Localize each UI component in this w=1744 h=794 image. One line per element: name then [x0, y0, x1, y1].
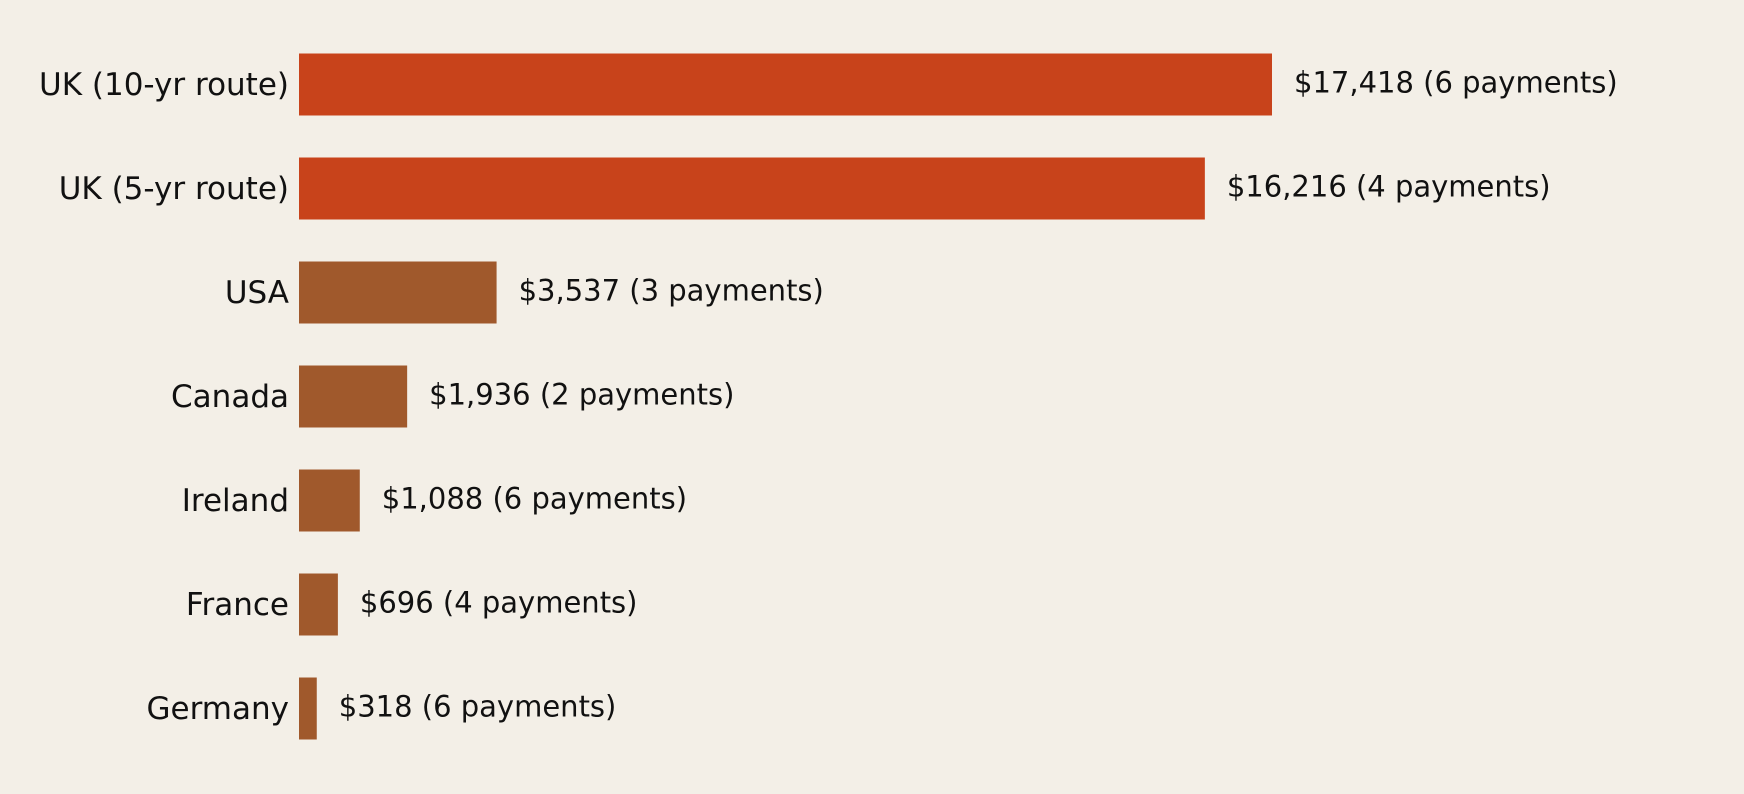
bar: [299, 677, 317, 740]
category-label: Ireland: [182, 483, 289, 519]
bar: [299, 261, 497, 324]
value-label: $696 (4 payments): [360, 586, 638, 620]
value-label: $1,936 (2 payments): [429, 378, 734, 412]
category-label: UK (5-yr route): [59, 171, 289, 207]
value-label: $3,537 (3 payments): [519, 274, 824, 308]
value-label: $1,088 (6 payments): [382, 482, 687, 516]
category-label: USA: [225, 275, 289, 311]
value-label: $318 (6 payments): [339, 690, 617, 724]
bar: [299, 365, 408, 428]
bar: [299, 53, 1272, 116]
value-label: $16,216 (4 payments): [1227, 170, 1551, 204]
bar: [299, 573, 338, 636]
category-label: Germany: [147, 691, 289, 727]
bar: [299, 157, 1205, 220]
bar: [299, 469, 360, 532]
value-label: $17,418 (6 payments): [1294, 66, 1618, 100]
category-label: Canada: [171, 379, 289, 415]
category-label: UK (10-yr route): [39, 67, 289, 103]
category-label: France: [186, 587, 289, 623]
